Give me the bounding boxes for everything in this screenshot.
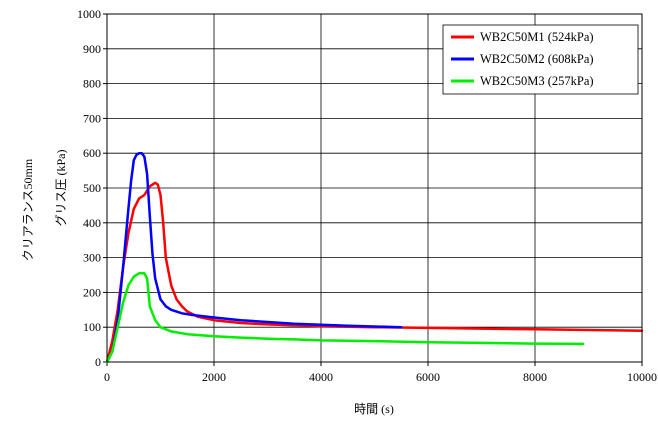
x-tick-label: 4000 — [309, 370, 333, 384]
plot-frame — [106, 13, 643, 363]
y-tick-label: 500 — [83, 181, 101, 195]
y-tick-label: 600 — [83, 146, 101, 160]
side-label: クリアランス50mm — [21, 158, 35, 261]
y-tick-label: 700 — [83, 111, 101, 125]
legend-label-2: WB2C50M2 (608kPa) — [480, 52, 594, 66]
y-tick-label: 100 — [83, 320, 101, 334]
y-axis-label: グリス圧 (kPa) — [54, 150, 68, 227]
legend: WB2C50M1 (524kPa) WB2C50M2 (608kPa) WB2C… — [442, 24, 639, 95]
x-tick-label: 6000 — [416, 370, 440, 384]
legend-label-1: WB2C50M1 (524kPa) — [480, 30, 594, 44]
y-tick-label: 200 — [83, 285, 101, 299]
x-tick-label: 2000 — [202, 370, 226, 384]
y-tick-label: 900 — [83, 42, 101, 56]
x-tick-label: 10000 — [627, 370, 657, 384]
legend-label-3: WB2C50M3 (257kPa) — [480, 74, 594, 88]
x-tick-label: 8000 — [523, 370, 547, 384]
y-tick-labels: 0 100 200 300 400 500 600 700 800 900 1000 — [77, 7, 101, 369]
y-tick-label: 0 — [95, 355, 101, 369]
series-layer — [105, 151, 644, 364]
x-tick-label: 0 — [104, 370, 110, 384]
x-tick-labels: 0 2000 4000 6000 8000 10000 — [104, 370, 657, 384]
y-tick-label: 300 — [83, 251, 101, 265]
y-tick-label: 800 — [83, 77, 101, 91]
legend-box — [442, 24, 639, 95]
series-line-3 — [105, 272, 585, 364]
series-line-2 — [105, 151, 403, 364]
x-axis-label: 時間 (s) — [354, 402, 394, 416]
y-tick-label: 400 — [83, 216, 101, 230]
y-tick-label: 1000 — [77, 7, 101, 21]
